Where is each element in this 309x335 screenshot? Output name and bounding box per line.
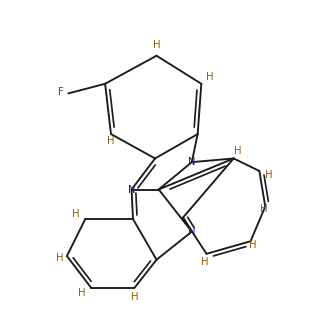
Text: N: N bbox=[188, 227, 196, 237]
Text: H: H bbox=[206, 72, 214, 82]
Text: N: N bbox=[128, 185, 135, 195]
Text: H: H bbox=[201, 257, 209, 267]
Text: N: N bbox=[188, 157, 196, 167]
Text: H: H bbox=[78, 288, 85, 298]
Text: H: H bbox=[234, 146, 242, 156]
Text: H: H bbox=[107, 136, 115, 146]
Text: F: F bbox=[58, 87, 64, 97]
Text: H: H bbox=[72, 209, 79, 219]
Text: H: H bbox=[56, 253, 63, 263]
Text: H: H bbox=[153, 40, 160, 50]
Text: H: H bbox=[260, 204, 268, 214]
Text: H: H bbox=[249, 240, 256, 250]
Text: H: H bbox=[265, 170, 273, 180]
Text: H: H bbox=[131, 292, 138, 302]
